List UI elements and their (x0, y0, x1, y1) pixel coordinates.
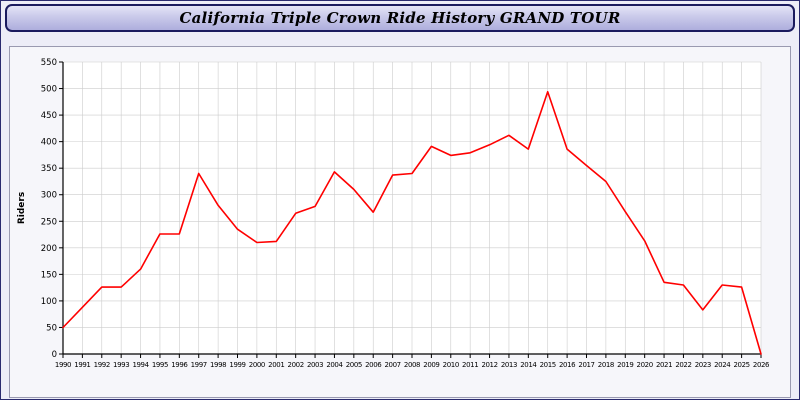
y-tick-label: 200 (41, 244, 57, 254)
y-tick-label: 500 (41, 85, 57, 95)
x-tick-label: 1991 (74, 361, 90, 369)
x-tick-label: 1992 (94, 361, 110, 369)
y-tick-label: 100 (41, 297, 57, 307)
x-tick-label: 2002 (288, 361, 304, 369)
x-tick-label: 2018 (598, 361, 614, 369)
x-tick-label: 2001 (268, 361, 284, 369)
x-tick-label: 2007 (385, 361, 401, 369)
x-tick-label: 2008 (404, 361, 420, 369)
x-tick-label: 2006 (365, 361, 382, 369)
x-tick-label: 2022 (675, 361, 691, 369)
y-tick-label: 450 (41, 111, 57, 121)
x-tick-label: 2005 (346, 361, 362, 369)
x-tick-label: 1994 (132, 361, 149, 369)
x-tick-label: 2024 (714, 361, 731, 369)
x-tick-label: 2019 (617, 361, 633, 369)
x-tick-label: 2004 (326, 361, 343, 369)
x-tick-label: 2023 (695, 361, 711, 369)
y-axis-label: Riders (17, 192, 27, 224)
x-tick-label: 1997 (191, 361, 207, 369)
x-tick-label: 2000 (249, 361, 265, 369)
x-tick-label: 2011 (462, 361, 478, 369)
x-tick-label: 2021 (656, 361, 672, 369)
chart-title: California Triple Crown Ride History GRA… (179, 9, 621, 27)
x-tick-label: 1990 (55, 361, 71, 369)
x-tick-label: 2009 (423, 361, 439, 369)
y-tick-label: 250 (41, 217, 57, 227)
y-tick-label: 150 (41, 270, 57, 280)
x-tick-label: 1999 (229, 361, 245, 369)
x-tick-label: 2026 (753, 361, 770, 369)
x-tick-label: 1998 (210, 361, 226, 369)
x-tick-label: 2020 (637, 361, 653, 369)
x-tick-label: 2003 (307, 361, 323, 369)
y-tick-label: 350 (41, 164, 57, 174)
x-tick-label: 2014 (520, 361, 537, 369)
riders-series-line (62, 90, 762, 355)
y-tick-label: 550 (41, 58, 57, 68)
x-tick-label: 1993 (113, 361, 129, 369)
title-bar: California Triple Crown Ride History GRA… (5, 4, 795, 32)
y-tick-label: 400 (41, 138, 57, 148)
y-tick-label: 50 (46, 323, 57, 333)
x-tick-label: 1996 (171, 361, 188, 369)
x-tick-label: 2010 (443, 361, 459, 369)
x-tick-label: 2013 (501, 361, 517, 369)
chart-panel: 0 50 100 150 200 250 300 350 400 450 500 550 1990 199… (9, 46, 791, 398)
x-tick-label: 2012 (481, 361, 497, 369)
y-tick-label: 0 (52, 350, 57, 360)
y-tick-label: 300 (41, 191, 57, 201)
x-tick-label: 2016 (559, 361, 576, 369)
x-tick-label: 2017 (578, 361, 594, 369)
x-tick-label: 2025 (734, 361, 750, 369)
x-tick-label: 2015 (540, 361, 556, 369)
x-tick-label: 1995 (152, 361, 168, 369)
